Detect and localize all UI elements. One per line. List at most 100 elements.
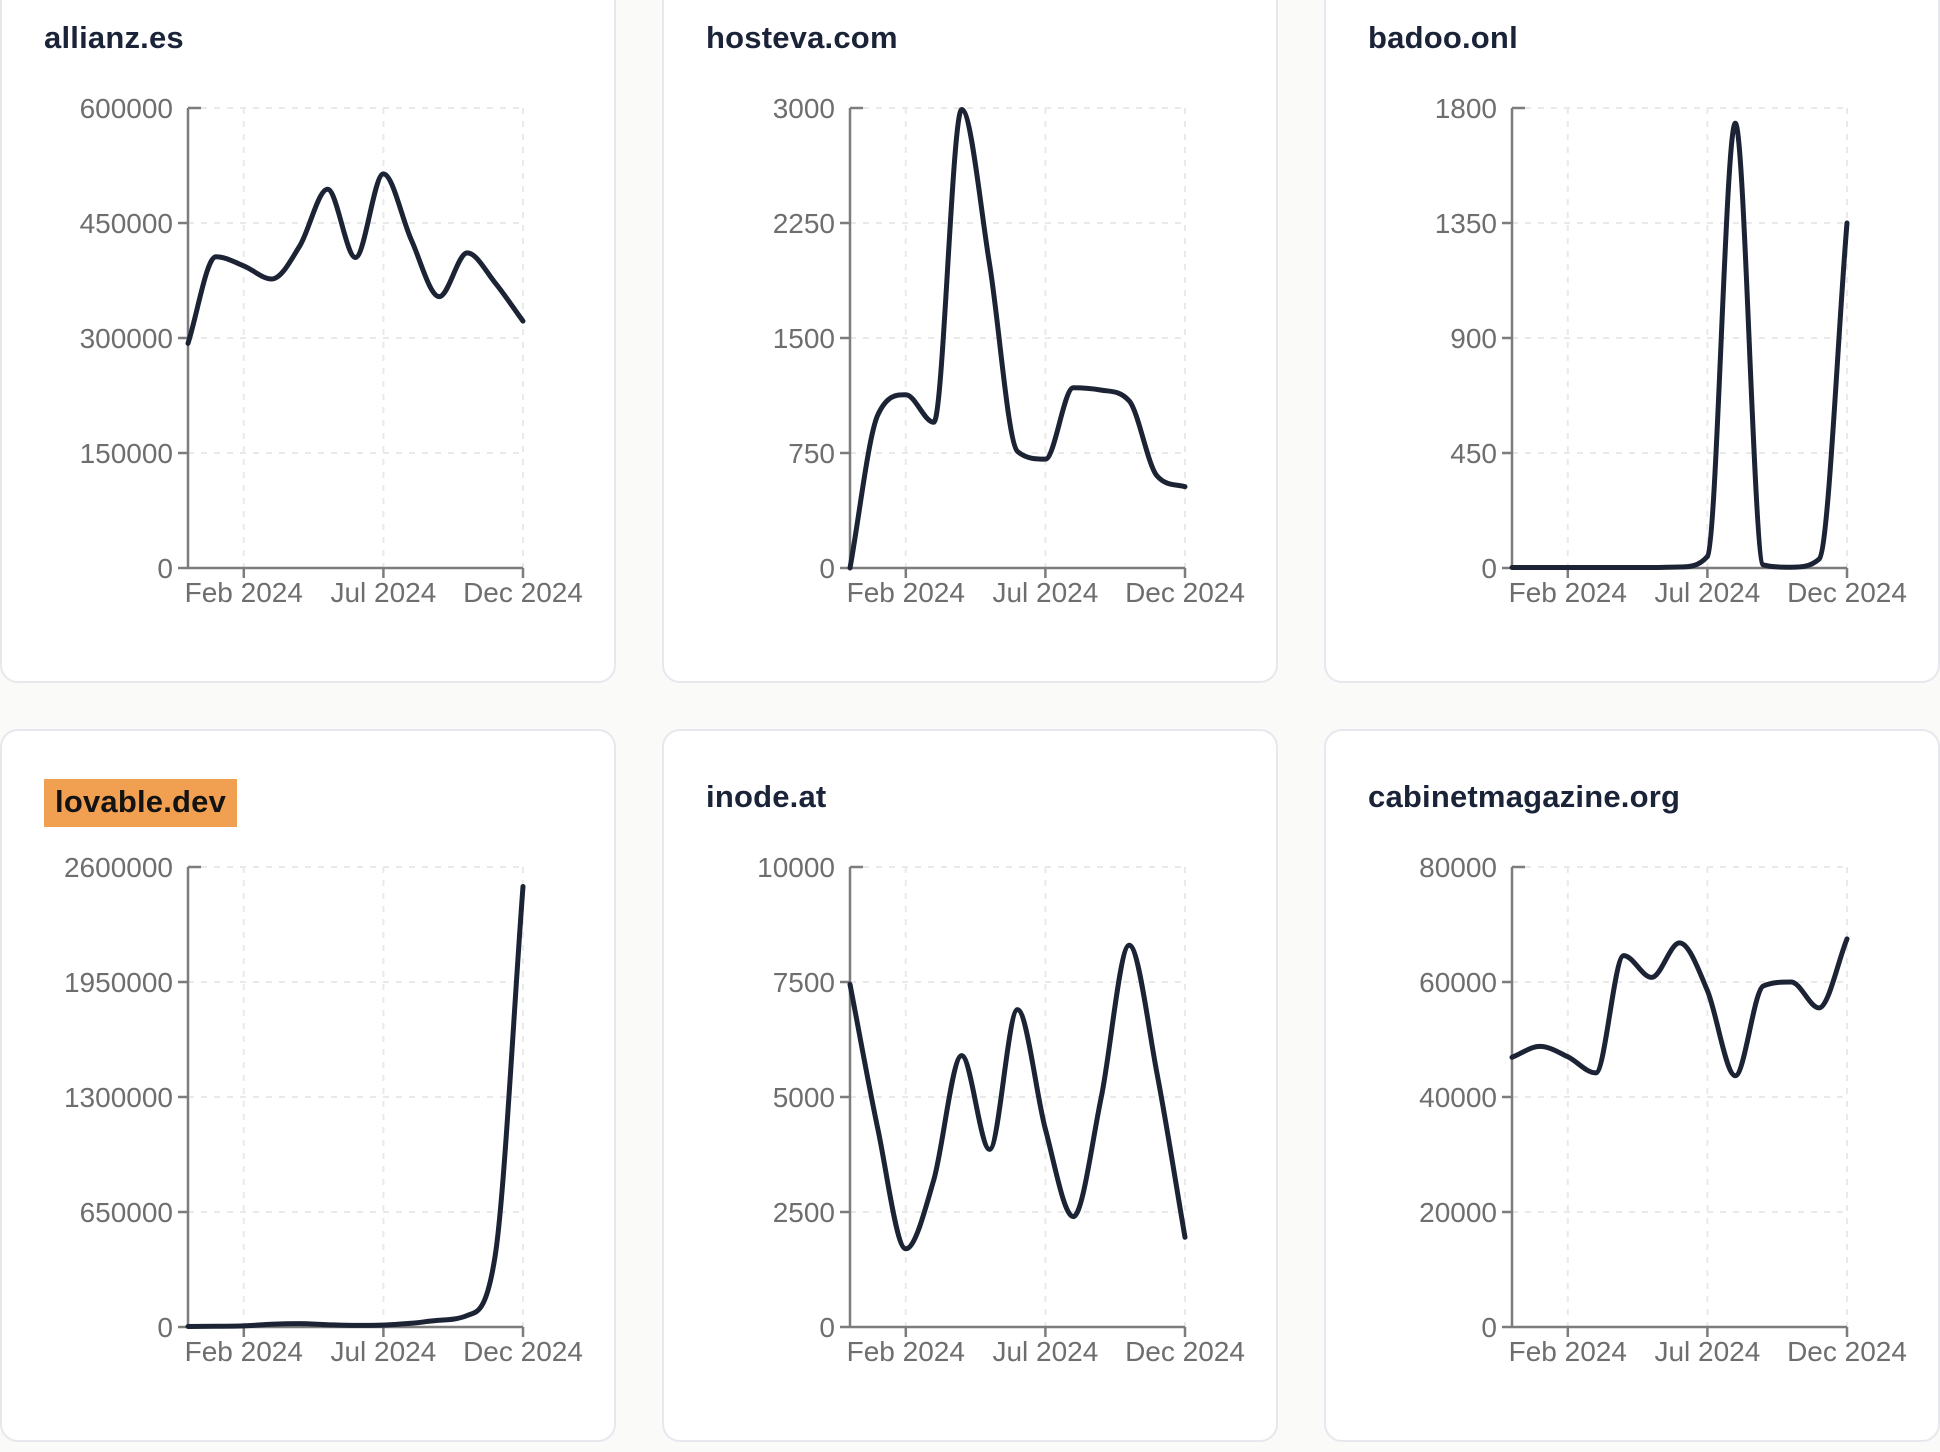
chart-title-text: lovable.dev xyxy=(44,779,238,827)
x-tick-label: Feb 2024 xyxy=(185,1336,303,1367)
traffic-line-chart: 0 650000 1300000 1950000 2600000 Feb 2024 Jul … xyxy=(64,852,583,1367)
axes xyxy=(178,106,525,578)
gridlines xyxy=(188,866,524,1327)
x-tick-label: Jul 2024 xyxy=(1654,577,1760,608)
x-tick-label: Feb 2024 xyxy=(847,577,965,608)
y-tick-label: 900 xyxy=(1450,323,1497,354)
y-axis-tick-labels: 0 450 900 1350 1800 xyxy=(1435,93,1497,584)
x-tick-label: Jul 2024 xyxy=(330,1336,436,1367)
y-tick-label: 80000 xyxy=(1419,852,1497,883)
y-tick-label: 150000 xyxy=(80,438,173,469)
y-tick-label: 300000 xyxy=(80,323,173,354)
y-tick-label: 600000 xyxy=(80,93,173,124)
traffic-line-chart: 0 2500 5000 7500 10000 Feb 2024 Jul 2024 Dec 20… xyxy=(757,852,1245,1367)
chart-card-allianz-es[interactable]: allianz.es 0 150000 300000 450000 600000 Feb … xyxy=(0,0,616,683)
y-tick-label: 1950000 xyxy=(64,967,173,998)
gridlines xyxy=(850,866,1186,1327)
gridlines xyxy=(850,107,1186,568)
gridlines xyxy=(188,107,524,568)
y-tick-label: 0 xyxy=(157,553,173,584)
chart-card-cabinetmagazine-org[interactable]: cabinetmagazine.org 0 20000 40000 60000 8000… xyxy=(1324,729,1940,1442)
x-tick-label: Dec 2024 xyxy=(463,577,583,608)
axes xyxy=(840,865,1187,1337)
y-tick-label: 0 xyxy=(819,553,835,584)
y-tick-label: 7500 xyxy=(773,967,835,998)
x-axis-tick-labels: Feb 2024 Jul 2024 Dec 2024 xyxy=(1509,1336,1907,1367)
y-tick-label: 0 xyxy=(1481,1312,1497,1343)
series-line xyxy=(847,107,1188,571)
x-tick-label: Jul 2024 xyxy=(1654,1336,1760,1367)
series-line xyxy=(185,884,526,1329)
x-tick-label: Dec 2024 xyxy=(1787,577,1907,608)
x-tick-label: Dec 2024 xyxy=(1125,1336,1245,1367)
series-line xyxy=(1509,936,1850,1079)
axes xyxy=(1502,106,1849,578)
series-line xyxy=(847,942,1188,1252)
y-tick-label: 450 xyxy=(1450,438,1497,469)
chart-title: cabinetmagazine.org xyxy=(1368,779,1680,815)
traffic-line-chart: 0 150000 300000 450000 600000 Feb 2024 Jul 202… xyxy=(80,93,583,608)
x-axis-tick-labels: Feb 2024 Jul 2024 Dec 2024 xyxy=(1509,577,1907,608)
axes xyxy=(1502,865,1849,1337)
chart-title: inode.at xyxy=(706,779,826,815)
y-axis-tick-labels: 0 2500 5000 7500 10000 xyxy=(757,852,835,1343)
y-tick-label: 0 xyxy=(157,1312,173,1343)
x-tick-label: Feb 2024 xyxy=(185,577,303,608)
chart-title-text: allianz.es xyxy=(44,20,184,55)
chart-title: hosteva.com xyxy=(706,20,898,56)
x-axis-tick-labels: Feb 2024 Jul 2024 Dec 2024 xyxy=(847,577,1245,608)
x-axis-tick-labels: Feb 2024 Jul 2024 Dec 2024 xyxy=(185,577,583,608)
y-tick-label: 2250 xyxy=(773,208,835,239)
chart-title: lovable.dev xyxy=(44,779,238,827)
x-axis-tick-labels: Feb 2024 Jul 2024 Dec 2024 xyxy=(847,1336,1245,1367)
y-tick-label: 1350 xyxy=(1435,208,1497,239)
y-axis-tick-labels: 0 750 1500 2250 3000 xyxy=(773,93,835,584)
x-tick-label: Feb 2024 xyxy=(847,1336,965,1367)
chart-card-badoo-onl[interactable]: badoo.onl 0 450 900 1350 1800 Feb 2024 Jul 202… xyxy=(1324,0,1940,683)
traffic-line-chart: 0 20000 40000 60000 80000 Feb 2024 Jul 2024 Dec… xyxy=(1419,852,1907,1367)
chart-card-lovable-dev[interactable]: lovable.dev 0 650000 1300000 1950000 2600000… xyxy=(0,729,616,1442)
y-tick-label: 60000 xyxy=(1419,967,1497,998)
y-tick-label: 2600000 xyxy=(64,852,173,883)
y-tick-label: 450000 xyxy=(80,208,173,239)
y-axis-tick-labels: 0 20000 40000 60000 80000 xyxy=(1419,852,1497,1343)
series-line xyxy=(1509,120,1850,570)
y-tick-label: 1500 xyxy=(773,323,835,354)
y-tick-label: 750 xyxy=(788,438,835,469)
gridlines xyxy=(1512,866,1848,1327)
chart-title: allianz.es xyxy=(44,20,184,56)
x-axis-tick-labels: Feb 2024 Jul 2024 Dec 2024 xyxy=(185,1336,583,1367)
chart-title: badoo.onl xyxy=(1368,20,1518,56)
y-tick-label: 0 xyxy=(1481,553,1497,584)
x-tick-label: Jul 2024 xyxy=(330,577,436,608)
y-tick-label: 1800 xyxy=(1435,93,1497,124)
y-tick-label: 5000 xyxy=(773,1082,835,1113)
chart-card-inode-at[interactable]: inode.at 0 2500 5000 7500 10000 Feb 2024 Jul 2… xyxy=(662,729,1278,1442)
series-line xyxy=(185,171,526,346)
gridlines xyxy=(1512,107,1848,568)
y-tick-label: 1300000 xyxy=(64,1082,173,1113)
y-tick-label: 3000 xyxy=(773,93,835,124)
chart-title-text: inode.at xyxy=(706,779,827,814)
axes xyxy=(840,106,1187,578)
y-tick-label: 40000 xyxy=(1419,1082,1497,1113)
x-tick-label: Jul 2024 xyxy=(992,1336,1098,1367)
y-tick-label: 10000 xyxy=(757,852,835,883)
chart-title-text: hosteva.com xyxy=(706,20,898,55)
x-tick-label: Dec 2024 xyxy=(1787,1336,1907,1367)
y-tick-label: 2500 xyxy=(773,1197,835,1228)
y-tick-label: 0 xyxy=(819,1312,835,1343)
chart-title-text: badoo.onl xyxy=(1368,20,1518,55)
x-tick-label: Dec 2024 xyxy=(1125,577,1245,608)
chart-card-hosteva-com[interactable]: hosteva.com 0 750 1500 2250 3000 Feb 2024 Jul … xyxy=(662,0,1278,683)
y-tick-label: 20000 xyxy=(1419,1197,1497,1228)
x-tick-label: Dec 2024 xyxy=(463,1336,583,1367)
y-axis-tick-labels: 0 150000 300000 450000 600000 xyxy=(80,93,173,584)
traffic-line-chart: 0 450 900 1350 1800 Feb 2024 Jul 2024 Dec 2024 xyxy=(1435,93,1907,608)
y-tick-label: 650000 xyxy=(80,1197,173,1228)
x-tick-label: Jul 2024 xyxy=(992,577,1098,608)
x-tick-label: Feb 2024 xyxy=(1509,1336,1627,1367)
traffic-line-chart: 0 750 1500 2250 3000 Feb 2024 Jul 2024 Dec 2024 xyxy=(773,93,1245,608)
chart-title-text: cabinetmagazine.org xyxy=(1368,779,1681,814)
